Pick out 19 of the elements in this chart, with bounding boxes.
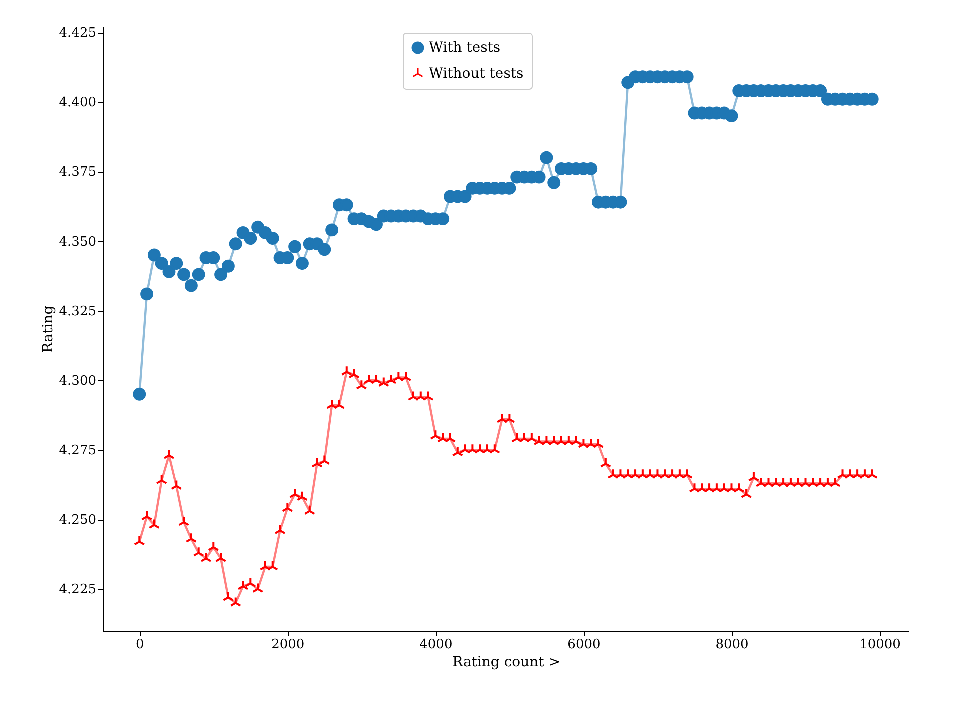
x-tick-label: 4000 [420,638,453,652]
y-tick-label: 4.350 [59,234,96,250]
legend-label: With tests [429,40,501,56]
y-tick-label: 4.400 [59,96,96,111]
y-tick-label: 4.275 [59,444,96,459]
legend-label: Without tests [429,66,524,82]
x-tick-label: 6000 [568,638,601,652]
y-axis-title: Rating [40,306,56,354]
x-axis-title: Rating count > [452,654,560,670]
x-tick-label: 2000 [272,638,305,652]
x-tick-label: 8000 [716,638,749,652]
y-tick-label: 4.375 [59,165,96,180]
y-tick-label: 4.250 [59,513,96,528]
y-tick-label: 4.225 [59,582,96,598]
y-tick-label: 4.300 [59,374,96,389]
x-tick-label: 10000 [860,638,901,652]
x-tick-label: 0 [136,638,144,652]
y-tick-label: 4.325 [59,304,96,320]
y-tick-label: 4.425 [59,26,96,42]
